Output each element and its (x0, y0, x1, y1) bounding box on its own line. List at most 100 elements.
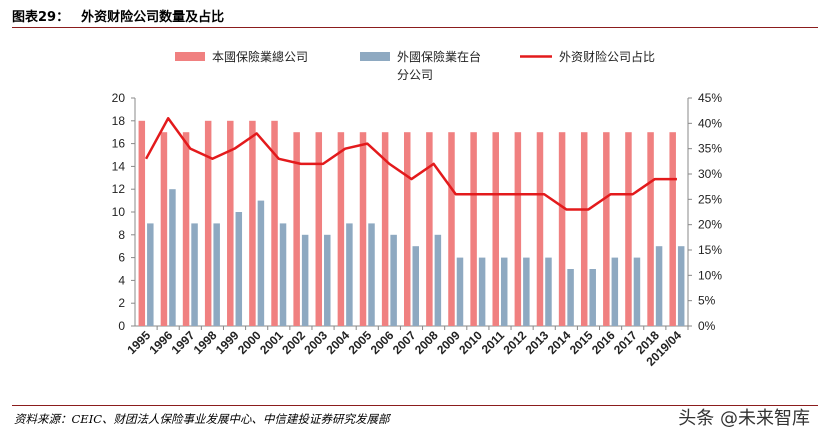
y-right-tick-label: 15% (698, 243, 722, 257)
x-tick-label: 2003 (301, 328, 330, 357)
x-tick-label: 1995 (124, 328, 153, 357)
bottom-divider (12, 405, 818, 406)
bar-domestic (271, 120, 278, 326)
y-right-tick-label: 0% (698, 319, 716, 333)
bar-foreign (523, 257, 530, 326)
x-tick-label: 2008 (412, 328, 441, 357)
bar-foreign (147, 223, 154, 326)
x-tick-label: 1996 (147, 328, 176, 357)
bar-foreign (412, 246, 419, 326)
x-tick-label: 2011 (479, 328, 508, 357)
y-left-tick-label: 10 (112, 205, 126, 219)
bar-domestic (580, 132, 588, 326)
x-tick-label: 2006 (368, 328, 397, 357)
bar-foreign (567, 269, 574, 326)
bar-foreign (589, 269, 596, 326)
y-left-tick-label: 4 (118, 273, 125, 287)
bar-foreign (655, 246, 663, 326)
bar-domestic (647, 132, 654, 326)
x-tick-label: 1999 (213, 328, 242, 357)
legend-label-foreign: 外國保險業在台 (397, 49, 481, 64)
bar-foreign (611, 257, 619, 326)
y-right-tick-label: 20% (698, 218, 722, 232)
bar-domestic (359, 132, 367, 326)
y-left-tick-label: 20 (112, 91, 126, 105)
source-note: 资料来源：CEIC、财团法人保险事业发展中心、中信建投证券研究发展部 (14, 412, 390, 426)
bar-domestic (337, 132, 345, 326)
bar-domestic (669, 132, 676, 326)
bar-domestic (204, 120, 212, 326)
watermark: 头条 @未来智库 (678, 408, 810, 429)
bar-domestic (138, 120, 146, 326)
legend-swatch-foreign (360, 52, 390, 61)
x-tick-label: 2016 (589, 328, 618, 357)
bar-foreign (235, 212, 243, 326)
bar-domestic (603, 132, 610, 326)
bar-domestic (536, 132, 544, 326)
bar-domestic (249, 120, 256, 326)
bar-foreign (434, 234, 442, 326)
x-tick-label: 1997 (169, 328, 198, 357)
series-line-share (144, 117, 677, 211)
bar-domestic (625, 132, 632, 326)
x-tick-label: 2001 (257, 328, 286, 357)
bar-domestic (470, 132, 477, 326)
bar-foreign (677, 246, 685, 326)
x-tick-label: 2005 (346, 328, 375, 357)
bar-foreign (500, 257, 508, 326)
y-right-tick-label: 40% (698, 116, 722, 130)
legend-swatch-domestic (175, 52, 205, 61)
bar-domestic (558, 132, 566, 326)
y-left-tick-label: 0 (118, 319, 125, 333)
bar-domestic (381, 132, 389, 326)
x-tick-label: 2013 (523, 328, 552, 357)
x-tick-label: 2004 (323, 328, 352, 357)
bar-foreign (213, 223, 220, 326)
x-tick-label: 2002 (279, 328, 308, 357)
bar-foreign (456, 257, 464, 326)
bar-domestic (227, 120, 234, 326)
x-tick-label: 2012 (500, 328, 529, 357)
bar-foreign (257, 200, 265, 326)
x-tick-label: 2007 (390, 328, 419, 357)
bar-domestic (160, 132, 168, 326)
bar-foreign (324, 234, 331, 326)
y-left-tick-label: 2 (118, 296, 125, 310)
x-tick-label: 2014 (545, 328, 574, 357)
legend-label-foreign-cont: 分公司 (397, 68, 433, 82)
x-tick-label: 2017 (611, 328, 640, 357)
y-left-tick-label: 8 (118, 228, 125, 242)
y-right-tick-label: 45% (698, 91, 722, 105)
y-left-tick-label: 12 (112, 182, 126, 196)
bar-foreign (279, 223, 287, 326)
x-tick-label: 2000 (235, 328, 264, 357)
figure-number: 图表29： (12, 10, 70, 25)
bar-domestic (293, 132, 300, 326)
bar-foreign (478, 257, 486, 326)
legend-label-domestic: 本國保險業總公司 (212, 49, 308, 64)
x-tick-label: 1998 (191, 328, 220, 357)
x-tick-label: 2015 (567, 328, 596, 357)
bar-foreign (545, 257, 552, 326)
bar-domestic (404, 132, 411, 326)
y-right-tick-label: 35% (698, 142, 722, 156)
bar-domestic (182, 132, 190, 326)
bar-foreign (633, 257, 641, 326)
bar-domestic (315, 132, 323, 326)
bar-foreign (169, 189, 176, 326)
bar-foreign (390, 234, 397, 326)
bar-domestic (448, 132, 455, 326)
bar-domestic (514, 132, 522, 326)
legend-label-share: 外资财险公司占比 (559, 49, 655, 64)
y-left-tick-label: 16 (112, 137, 126, 151)
y-left-tick-label: 18 (112, 114, 126, 128)
bar-foreign (346, 223, 353, 326)
y-right-tick-label: 5% (698, 294, 716, 308)
bar-foreign (368, 223, 375, 326)
x-tick-label: 2009 (434, 328, 463, 357)
bar-domestic (492, 132, 499, 326)
bar-foreign (301, 234, 309, 326)
y-right-tick-label: 25% (698, 192, 722, 206)
bar-foreign (191, 223, 198, 326)
